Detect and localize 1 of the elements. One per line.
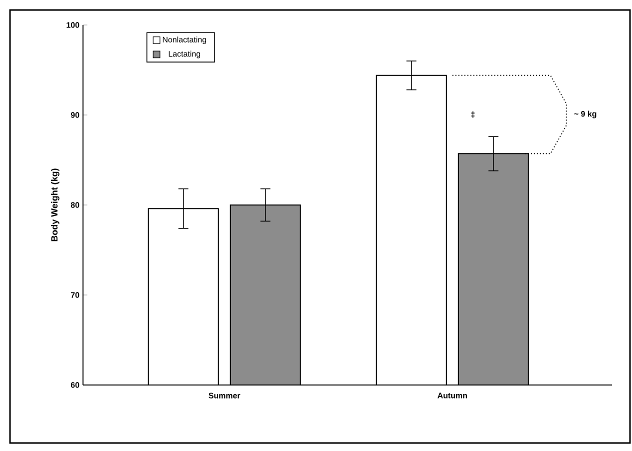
y-axis-title: Body Weight (kg) — [50, 168, 60, 242]
